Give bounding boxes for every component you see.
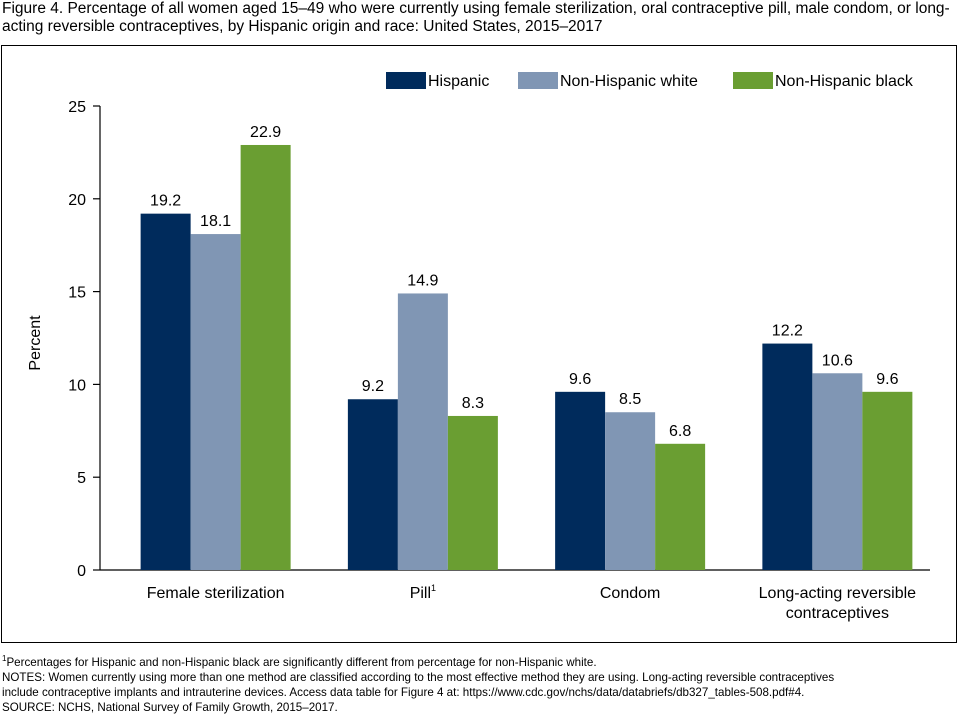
y-tick-label: 10	[68, 377, 86, 394]
source-line: SOURCE: NCHS, National Survey of Family …	[2, 701, 338, 714]
y-axis-title: Percent	[27, 315, 44, 371]
bar-value-label: 6.8	[669, 423, 691, 440]
bar-value-label: 22.9	[250, 124, 281, 141]
bar	[347, 399, 398, 570]
legend-label: Non-Hispanic white	[560, 73, 698, 90]
bar	[447, 415, 498, 570]
legend-swatch	[386, 72, 426, 89]
bar	[555, 391, 606, 570]
notes-line-2: include contraceptive implants and intra…	[2, 686, 805, 699]
y-tick-label: 5	[77, 470, 86, 487]
x-category-label: Female sterilization	[147, 585, 285, 602]
bar	[862, 391, 913, 570]
bar-value-label: 18.1	[200, 213, 231, 230]
bar-value-label: 9.2	[362, 378, 384, 395]
footnote-text: Percentages for Hispanic and non-Hispani…	[6, 656, 597, 669]
bar-value-label: 12.2	[772, 323, 803, 340]
legend-label: Non-Hispanic black	[775, 73, 914, 90]
bar-value-label: 8.3	[462, 395, 484, 412]
x-category-label: Long-acting reversible contraceptives	[759, 585, 917, 622]
x-category-label: Condom	[600, 585, 660, 602]
figure-title: Figure 4. Percentage of all women aged 1…	[2, 0, 950, 35]
bar-value-label: 10.6	[822, 352, 853, 369]
legend-swatch	[518, 72, 558, 89]
bar	[190, 234, 241, 570]
y-tick-label: 25	[68, 99, 86, 116]
x-category-label: Pill1	[410, 583, 436, 602]
bar-value-label: 14.9	[407, 272, 438, 289]
figure-notes: 1Percentages for Hispanic and non-Hispan…	[2, 655, 960, 715]
bar	[140, 213, 191, 570]
footnote-marker: 1	[2, 654, 7, 664]
legend-label: Hispanic	[428, 73, 489, 90]
bar	[812, 373, 863, 570]
y-tick-label: 0	[77, 563, 86, 580]
bar-value-label: 9.6	[569, 371, 591, 388]
bar	[397, 293, 448, 570]
notes-line-1: NOTES: Women currently using more than o…	[2, 671, 835, 684]
bar	[240, 144, 291, 570]
bar-chart: 0 5 10 15 20 25 Percent 19.2 18.1 22.9 Female ster…	[27, 72, 930, 622]
bar-value-label: 8.5	[619, 391, 641, 408]
bar-value-label: 9.6	[876, 371, 898, 388]
bar-value-label: 19.2	[150, 193, 181, 210]
chart-frame	[1, 45, 957, 643]
legend-swatch	[733, 72, 773, 89]
bar	[605, 412, 656, 570]
bar	[655, 443, 706, 570]
bar	[762, 343, 813, 570]
footnote: 1Percentages for Hispanic and non-Hispan…	[2, 655, 960, 670]
y-tick-label: 15	[68, 285, 86, 302]
y-tick-label: 20	[68, 192, 86, 209]
